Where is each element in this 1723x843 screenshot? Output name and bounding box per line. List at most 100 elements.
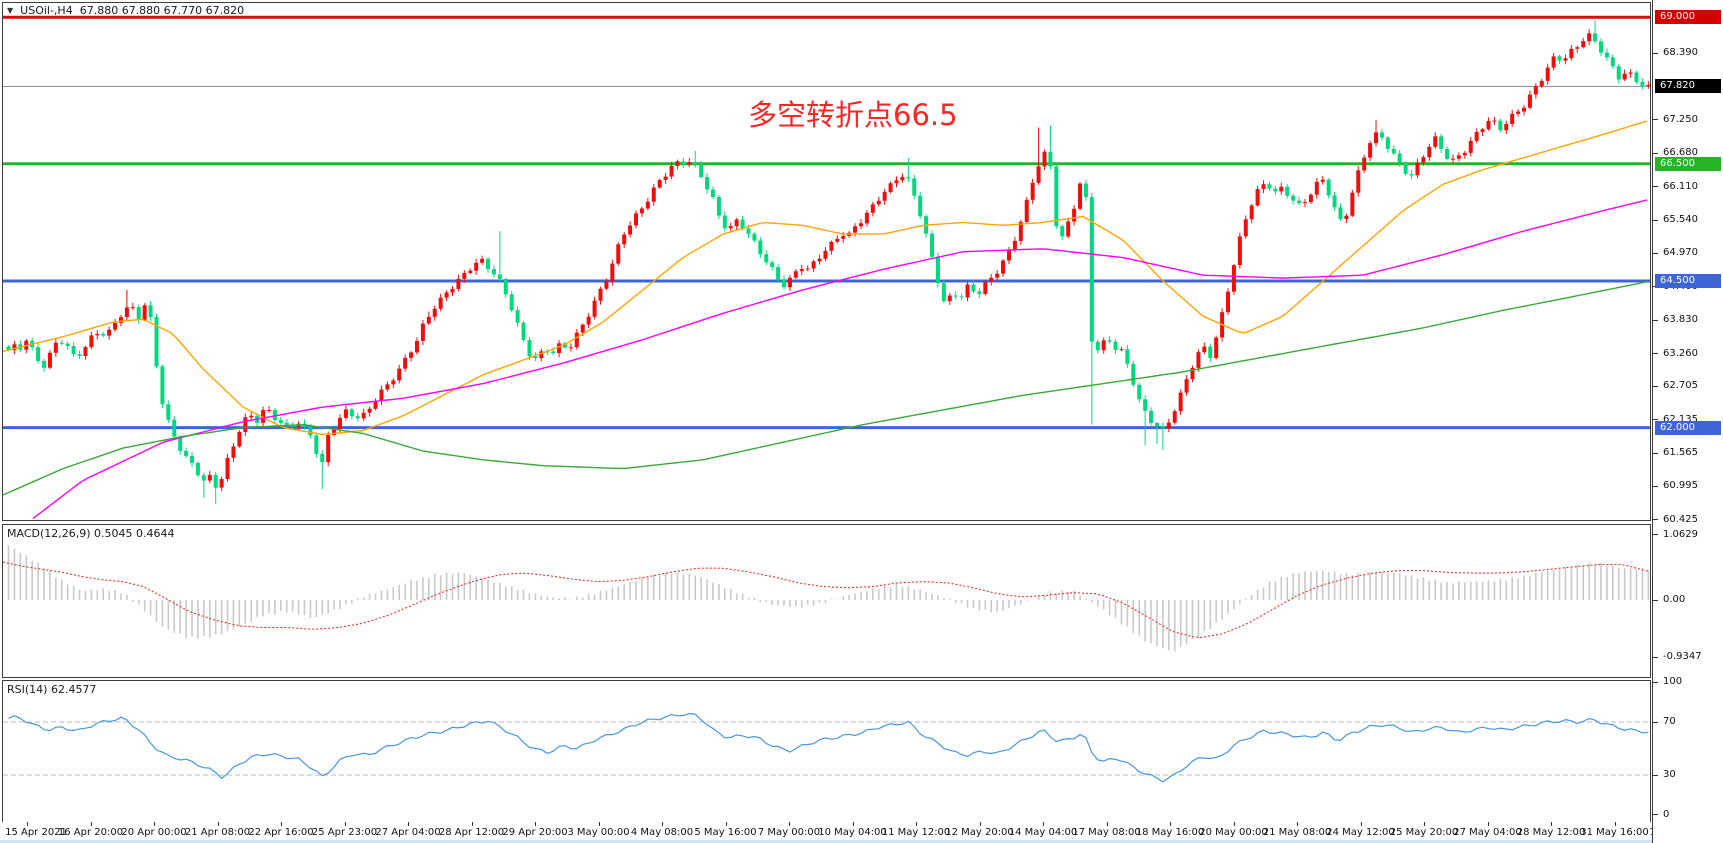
rsi-tick-30: 30	[1663, 769, 1676, 781]
time-label: 20 Apr 00:00	[121, 827, 187, 838]
price-tick-66.110: 66.110	[1663, 180, 1698, 192]
macd-histogram	[7, 545, 1650, 652]
rsi-indicator-label: RSI(14) 62.4577	[7, 683, 97, 696]
time-tick	[1043, 822, 1044, 826]
time-label: 29 Apr 20:00	[502, 827, 568, 838]
time-tick	[471, 822, 473, 826]
price-tick-65.540: 65.540	[1663, 214, 1698, 226]
price-tick-60.425: 60.425	[1663, 513, 1698, 525]
time-label: 28 May 12:00	[1516, 827, 1586, 838]
time-label: 25 Apr 23:00	[311, 827, 378, 838]
macd-tick-0.00: 0.00	[1663, 594, 1686, 605]
rsi-tick-30-dash	[1653, 774, 1658, 776]
time-tick	[916, 822, 917, 826]
rsi-tick-70: 70	[1663, 716, 1676, 728]
price-tick-67.250: 67.250	[1663, 113, 1698, 125]
ohlc-values: 67.880 67.880 67.770 67.820	[79, 4, 245, 17]
symbol-period-label: USOil-,H4	[20, 4, 73, 17]
time-label: 20 May 00:00	[1199, 827, 1268, 838]
time-label: 7 May 00:00	[757, 827, 821, 838]
time-label: 27 May 04:00	[1453, 827, 1522, 838]
macd-signal-line	[3, 561, 1649, 639]
time-tick	[1551, 822, 1552, 826]
price-tick-63.260-dash	[1653, 353, 1658, 355]
macd-tick--0.9347-dash	[1653, 656, 1658, 658]
ma-slow-green	[3, 281, 1648, 496]
price-tick-62.705-dash	[1653, 385, 1658, 387]
price-label-69.000: 69.000	[1655, 10, 1721, 25]
rsi-tick-100: 100	[1663, 676, 1683, 688]
time-tick	[408, 822, 409, 826]
time-tick	[1360, 822, 1362, 826]
macd-indicator-label: MACD(12,26,9) 0.5045 0.4644	[7, 527, 175, 540]
time-tick	[979, 822, 981, 826]
rsi-tick-0: 0	[1663, 808, 1670, 820]
time-label: 21 Apr 08:00	[184, 827, 251, 838]
time-tick	[598, 822, 600, 826]
time-label: 12 May 20:00	[945, 827, 1014, 838]
time-tick	[1170, 822, 1171, 826]
chart-annotation-text[interactable]: 多空转折点66.5	[748, 98, 958, 132]
time-tick	[535, 822, 536, 826]
main-chart-canvas[interactable]	[3, 3, 1650, 520]
price-tick-66.110-dash	[1653, 186, 1658, 188]
rsi-tick-0-dash	[1653, 814, 1658, 816]
price-label-62.000: 62.000	[1655, 420, 1721, 435]
price-tick-67.250-dash	[1653, 119, 1658, 121]
time-tick	[344, 822, 346, 826]
time-axis[interactable]: 15 Apr 2021 16 Apr 20:00 20 Apr 00:00 21 Ap…	[0, 822, 1723, 841]
time-label: 25 May 20:00	[1389, 827, 1459, 838]
time-label: 27 Apr 04:00	[375, 827, 441, 838]
price-label-64.500: 64.500	[1655, 274, 1721, 289]
rsi-line	[8, 712, 1649, 783]
time-tick	[1233, 822, 1235, 826]
rsi-panel[interactable]	[2, 680, 1651, 823]
main-price-panel[interactable]	[2, 2, 1651, 521]
time-tick	[789, 822, 790, 826]
rsi-canvas[interactable]	[3, 681, 1650, 822]
time-tick	[1424, 822, 1425, 826]
time-tick	[1297, 822, 1298, 826]
time-label: 31 May 16:00	[1580, 827, 1649, 838]
time-label: 11 May 12:00	[881, 827, 951, 838]
price-tick-61.565-dash	[1653, 452, 1658, 454]
time-tick	[662, 822, 663, 826]
time-tick	[27, 822, 28, 826]
time-label: 14 May 04:00	[1008, 827, 1078, 838]
price-tick-60.425-dash	[1653, 519, 1658, 521]
time-label: 5 May 16:00	[694, 827, 757, 838]
time-tick	[1614, 822, 1616, 826]
price-tick-62.705: 62.705	[1663, 380, 1698, 392]
macd-tick-0.00-dash	[1653, 599, 1658, 601]
symbol-dropdown-icon[interactable]: ▼	[7, 6, 14, 15]
rsi-tick-70-dash	[1653, 721, 1658, 723]
time-label: 15 Apr 2021	[5, 827, 67, 838]
price-tick-66.680: 66.680	[1663, 147, 1698, 159]
price-tick-68.390: 68.390	[1663, 47, 1698, 58]
time-tick	[154, 822, 155, 826]
price-tick-65.540-dash	[1653, 219, 1658, 221]
last-price-label: 67.820	[1655, 79, 1721, 94]
chart-header: ▼ USOil-,H4 67.880 67.880 67.770 67.820	[7, 4, 244, 17]
macd-panel[interactable]	[2, 524, 1651, 678]
time-tick	[217, 822, 219, 826]
time-label: 16 Apr 20:00	[57, 827, 124, 838]
price-tick-66.680-dash	[1653, 152, 1658, 154]
macd-canvas[interactable]	[3, 525, 1650, 677]
ma-mid-magenta	[32, 199, 1648, 519]
candles-series	[6, 20, 1650, 504]
price-tick-60.995: 60.995	[1663, 480, 1698, 492]
price-tick-63.830-dash	[1653, 319, 1658, 321]
horizontal-level-lines[interactable]	[3, 15, 1650, 430]
macd-tick-1.0629: 1.0629	[1663, 528, 1698, 540]
time-label: 24 May 12:00	[1326, 827, 1395, 838]
price-axis[interactable]: 68.39067.25066.68066.11065.54064.97064.4…	[1652, 0, 1723, 843]
price-label-66.500: 66.500	[1655, 156, 1721, 171]
price-tick-64.970-dash	[1653, 252, 1658, 254]
time-label: 3 May 00:00	[567, 827, 630, 838]
price-tick-68.390-dash	[1653, 52, 1658, 54]
time-tick	[852, 822, 854, 826]
macd-tick--0.9347: -0.9347	[1663, 651, 1702, 663]
time-tick	[1487, 822, 1489, 826]
time-label: 17 May 08:00	[1072, 827, 1141, 838]
